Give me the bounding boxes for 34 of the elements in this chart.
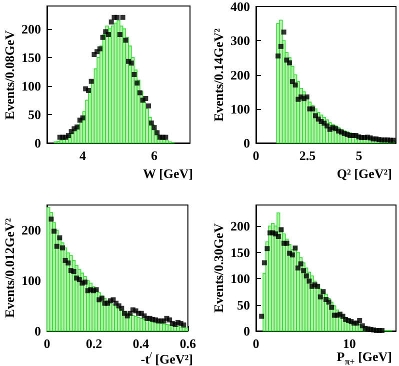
y-tick-label: 0 (34, 136, 41, 150)
y-tick-label: 200 (230, 218, 250, 234)
x-axis-title: W [GeV] (143, 166, 193, 182)
y-tick-label: 50 (237, 297, 250, 312)
x-tick-label: 0.2 (86, 336, 102, 351)
y-axis-title: Events/0.012GeV² (2, 218, 18, 318)
x-tick-label: 5 (356, 148, 363, 163)
x-axis-title: P$_{π+}$ [GeV] (336, 349, 392, 366)
y-tick-label: 100 (22, 273, 41, 288)
y-tick-label: 100 (230, 271, 250, 286)
x-tick-label: 6 (151, 148, 158, 163)
x-tick-label: 0.6 (180, 336, 196, 351)
x-tick-label: 4 (80, 148, 86, 163)
y-tick-label: 100 (230, 101, 250, 116)
y-tick-label: 200 (22, 222, 41, 238)
x-tick-label: 0.4 (132, 336, 150, 351)
y-tick-label: 400 (230, 0, 250, 14)
x-tick-label: 10 (342, 336, 356, 351)
y-tick-label: 200 (22, 21, 41, 36)
y-tick-label: 150 (230, 244, 250, 260)
x-axis-title: Q² [GeV²] (336, 166, 392, 182)
y-tick-label: 100 (22, 78, 41, 94)
y-tick-label: 50 (28, 106, 41, 122)
y-tick-label: 200 (230, 67, 250, 82)
x-tick-label: 2.5 (299, 148, 316, 163)
y-tick-label: 0 (244, 324, 250, 338)
y-axis-title: Events/0.14GeV² (211, 28, 227, 122)
y-axis-title: Events/0.08GeV (2, 30, 18, 120)
y-axis-title: Events/0.30GeV (211, 223, 227, 313)
x-axis-title: -t$^{/}$ [GeV²] (140, 350, 193, 366)
y-tick-label: 0 (244, 136, 250, 150)
y-tick-label: 0 (34, 324, 41, 338)
y-tick-label: 150 (22, 50, 41, 65)
y-tick-label: 300 (230, 33, 250, 48)
